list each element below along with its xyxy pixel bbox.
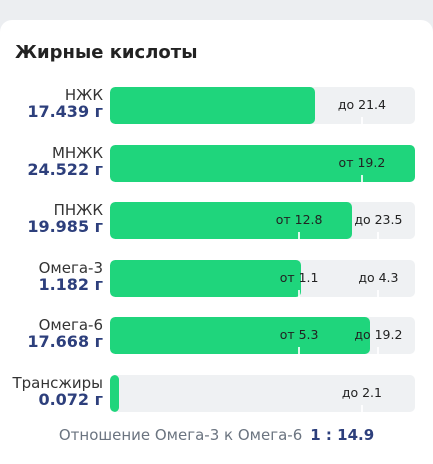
norm-tick	[298, 347, 301, 354]
metric-value: 0.072 г	[38, 389, 103, 409]
progress-fill	[110, 259, 302, 297]
norm-label: до 19.2	[354, 327, 403, 342]
norm-label: от 1.1	[279, 269, 319, 285]
norm-tick	[360, 174, 363, 182]
progress-track: от 5.3 до 19.2	[110, 317, 415, 354]
metric-row: ПНЖК 19.985 г от 12.8 до 23.5	[0, 201, 433, 240]
progress-track: от 19.2	[110, 144, 415, 182]
progress-fill	[110, 374, 119, 412]
metric-value: 1.182 г	[38, 274, 103, 294]
norm-tick	[377, 347, 380, 354]
metric-row: Омега-6 17.668 г от 5.3 до 19.2	[0, 316, 433, 355]
metric-name: Трансжиры	[12, 373, 103, 392]
metric-row: Трансжиры 0.072 г до 2.1	[0, 373, 433, 413]
metric-name: Омега-6	[38, 316, 103, 334]
norm-label: до 2.1	[341, 384, 382, 400]
metric-value: 17.439 г	[27, 102, 103, 121]
metric-row: НЖК 17.439 г до 21.4	[0, 86, 433, 125]
progress-fill	[110, 317, 370, 354]
ratio: Отношение Омега-3 к Омега-6 1 : 14.9	[0, 426, 433, 444]
card-title: Жирные кислоты	[15, 42, 198, 63]
progress-fill	[110, 144, 415, 182]
norm-tick	[377, 289, 380, 297]
norm-label: от 19.2	[338, 154, 386, 170]
norm-label: до 21.4	[337, 97, 386, 112]
metric-row: Омега-3 1.182 г от 1.1 до 4.3	[0, 258, 433, 298]
norm-tick	[360, 404, 363, 412]
ratio-value: 1 : 14.9	[310, 426, 375, 444]
metric-name: НЖК	[64, 86, 103, 104]
progress-track: до 21.4	[110, 87, 415, 124]
norm-tick	[298, 232, 301, 239]
metric-name: МНЖК	[51, 143, 103, 162]
norm-label: от 12.8	[275, 212, 323, 227]
norm-tick	[377, 232, 380, 239]
progress-track: от 12.8 до 23.5	[110, 202, 415, 239]
norm-label: до 23.5	[354, 212, 403, 227]
ratio-label: Отношение Омега-3 к Омега-6	[58, 426, 303, 444]
progress-track: до 2.1	[110, 374, 415, 412]
progress-track: от 1.1 до 4.3	[110, 259, 415, 297]
metric-value: 19.985 г	[27, 217, 103, 236]
progress-fill	[110, 87, 316, 124]
norm-tick	[298, 289, 301, 297]
metric-name: ПНЖК	[53, 201, 103, 219]
norm-label: от 5.3	[279, 327, 319, 342]
progress-fill	[110, 202, 353, 239]
metric-value: 24.522 г	[27, 159, 103, 179]
card: Жирные кислоты Отношение Омега-3 к Омега…	[0, 20, 433, 464]
metric-value: 17.668 г	[27, 332, 103, 351]
norm-tick	[360, 117, 363, 124]
norm-label: до 4.3	[358, 269, 399, 285]
metric-name: Омега-3	[38, 258, 103, 277]
metric-row: МНЖК 24.522 г от 19.2	[0, 143, 433, 183]
